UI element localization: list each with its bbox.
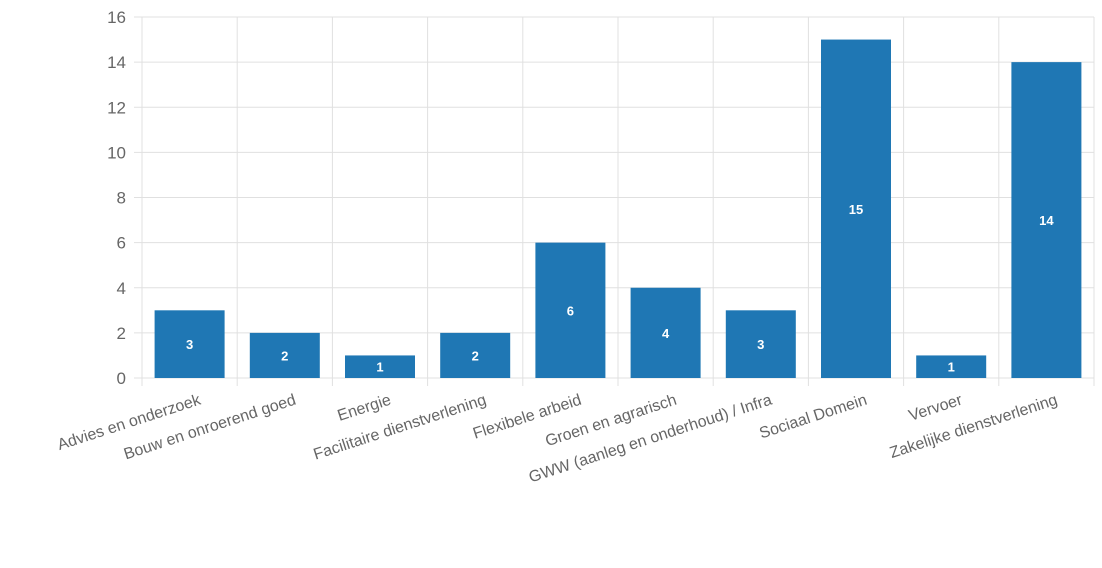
y-tick-label: 4: [117, 279, 126, 298]
bar-data-label: 3: [757, 337, 764, 352]
bar: [630, 287, 701, 378]
bar-data-label: 3: [186, 337, 193, 352]
y-axis: 0 2 4 6 8 10 12 14 16: [107, 8, 126, 388]
x-tick-label: Vervoer: [907, 391, 965, 424]
x-tick-label: Zakelijke dienstverlening: [888, 392, 1060, 462]
bar: [821, 39, 891, 378]
y-tick-label: 2: [117, 324, 126, 343]
bar: [1011, 62, 1082, 378]
x-tick-label: Energie: [336, 392, 394, 425]
x-tick-label: Bouw en onroerend goed: [122, 392, 298, 464]
x-tick-label: Sociaal Domein: [757, 392, 869, 443]
grid-lines: [134, 16, 1095, 386]
y-tick-label: 0: [117, 369, 126, 388]
bar-data-label: 14: [1039, 213, 1054, 228]
bar-data-label: 15: [849, 202, 863, 217]
bar: [345, 355, 415, 378]
bar: [916, 355, 987, 378]
y-tick-label: 10: [107, 143, 126, 162]
x-tick-label: Facilitaire dienstverlening: [311, 392, 488, 464]
y-tick-label: 16: [107, 8, 126, 27]
y-tick-label: 14: [107, 53, 126, 72]
bar: [154, 310, 225, 378]
y-tick-label: 12: [107, 98, 126, 117]
bar-data-label: 1: [376, 360, 383, 375]
bars: [154, 39, 1082, 378]
bar-data-label: 4: [662, 326, 670, 341]
y-tick-label: 8: [117, 189, 126, 208]
data-labels: 3 2 1 2 6 4 3 15 1 14: [186, 202, 1054, 375]
bar: [725, 310, 796, 378]
bar-data-label: 6: [567, 303, 574, 318]
y-tick-label: 6: [117, 234, 126, 253]
bar: [440, 332, 511, 378]
bar: [249, 332, 320, 378]
bar-data-label: 1: [948, 360, 955, 375]
bar: [535, 242, 606, 378]
bar-data-label: 2: [472, 348, 479, 363]
bar-data-label: 2: [281, 348, 288, 363]
